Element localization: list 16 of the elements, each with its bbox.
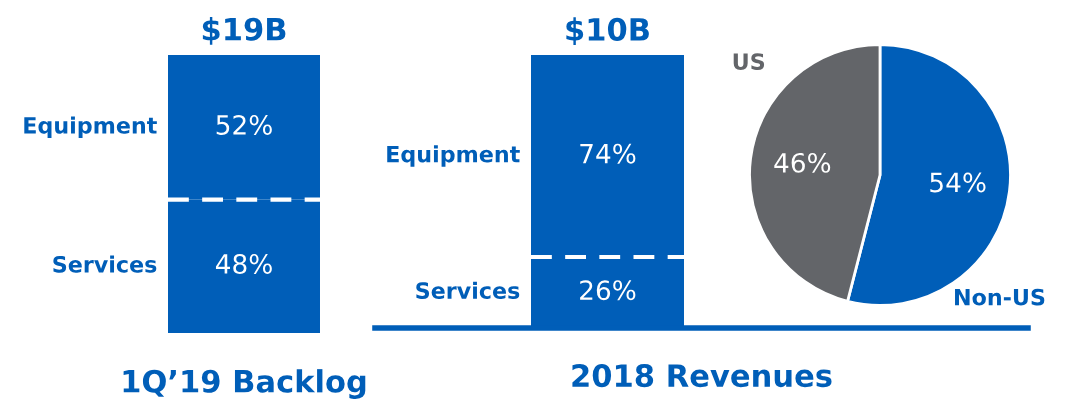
series-label: Services (53, 255, 157, 273)
series-label: Services (416, 281, 520, 299)
data-label: 48% (215, 253, 272, 274)
text: $10B (566, 17, 649, 45)
data-label: 74% (580, 143, 636, 164)
series-label: Equipment (387, 145, 520, 167)
text: $19B (202, 17, 286, 45)
data-label: 26% (580, 280, 636, 301)
data-label: 54% (930, 172, 986, 193)
data-label: 52% (216, 114, 272, 135)
text: 2018 Revenues (572, 364, 832, 388)
slice-label: Non-US (955, 288, 1045, 306)
series-label: Equipment (24, 116, 157, 139)
text: 1Q’19 Backlog (123, 369, 366, 399)
slice-label: US (733, 53, 765, 71)
data-label: 46% (774, 152, 831, 173)
